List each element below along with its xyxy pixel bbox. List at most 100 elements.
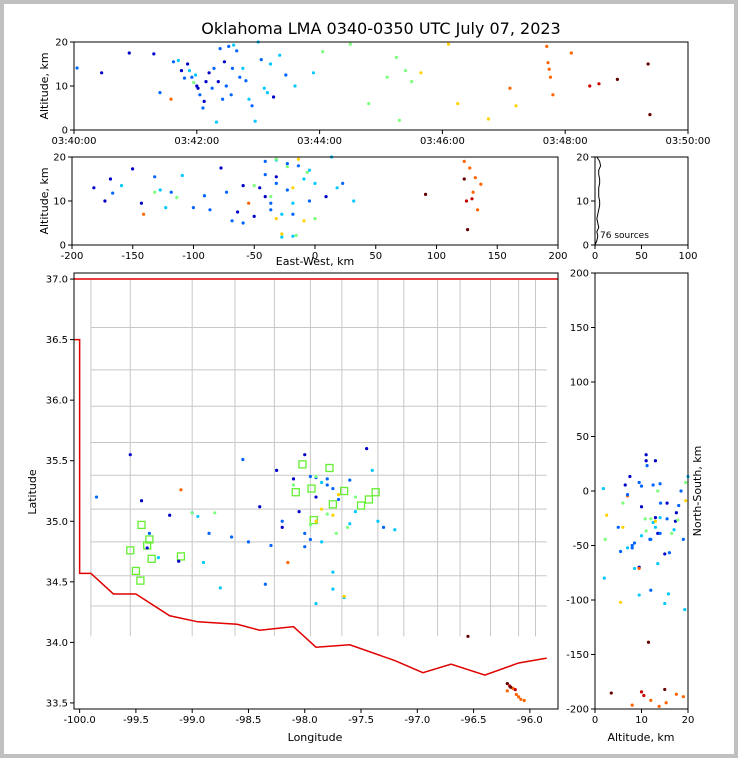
ew-altitude-point	[224, 190, 229, 194]
ns-altitude-point	[651, 483, 655, 487]
time-altitude-point	[410, 80, 414, 84]
ew-altitude-point	[468, 166, 472, 170]
histogram-ytick-label: 10	[576, 197, 589, 208]
ew-altitude-point	[335, 186, 339, 190]
ns-altitude-point	[666, 592, 671, 596]
plan-point	[353, 509, 357, 514]
ns-altitude-panel: 0 10 20 -200 -150 -100 -50 0 50 100 150 200 North-S…	[566, 269, 704, 745]
time-altitude-point	[367, 102, 371, 106]
lma-station	[126, 546, 135, 555]
plan-point	[156, 556, 161, 560]
time-altitude-point	[385, 75, 389, 79]
time-altitude-point	[446, 42, 451, 46]
plan-point	[196, 514, 200, 519]
plan-point	[201, 560, 206, 565]
time-altitude-point	[250, 104, 254, 108]
plan-xtick-label: -99.0	[179, 715, 205, 726]
time-altitude-point	[508, 86, 512, 90]
time-altitude-point	[271, 95, 276, 99]
time-altitude-point	[100, 71, 104, 75]
lma-station	[137, 520, 146, 530]
ns-altitude-point	[605, 513, 609, 517]
plan-point	[177, 559, 181, 563]
time-altitude-point	[241, 66, 245, 70]
plan-point	[308, 474, 312, 479]
plan-point	[314, 474, 318, 479]
ew-altitude-point	[313, 217, 317, 221]
ns-altitude-point	[683, 607, 687, 612]
plan-point	[320, 507, 324, 511]
time-altitude-point	[244, 79, 248, 83]
lma-station	[145, 535, 154, 544]
ns-altitude-point	[649, 588, 653, 592]
plan-xtick-label: -100.0	[64, 715, 96, 726]
plan-point	[179, 488, 183, 492]
plan-point	[246, 540, 251, 544]
ew-altitude-point	[285, 165, 289, 169]
time-altitude-point	[207, 71, 211, 75]
lma-station	[339, 486, 349, 496]
plan-xtick-label: -96.5	[461, 715, 487, 726]
ew-altitude-point	[479, 182, 483, 186]
plan-point	[348, 478, 352, 482]
ew-altitude-ytick-label: 10	[53, 197, 66, 208]
ew-altitude-point	[180, 173, 184, 178]
ew-altitude-point	[296, 157, 301, 161]
ew-altitude-point	[108, 177, 113, 181]
time-altitude-point	[235, 49, 239, 53]
plan-point	[376, 519, 380, 523]
ew-altitude-point	[153, 190, 157, 194]
ew-altitude-point	[352, 199, 356, 203]
plan-point	[381, 525, 386, 529]
ns-altitude-point	[677, 503, 681, 508]
ew-altitude-point	[219, 166, 223, 170]
ew-altitude-point	[473, 176, 477, 180]
time-altitude-point	[284, 73, 288, 77]
plan-point	[303, 531, 307, 535]
plan-point	[393, 528, 397, 532]
ew-altitude-panel: -200 -150 -100 -50 0 50 100 150 200 0 10 20 Altitud…	[38, 153, 568, 269]
time-altitude-panel: 03:40:00 03:42:00 03:44:00 03:46:00 03:48:00…	[38, 38, 710, 148]
time-altitude-point	[247, 97, 251, 101]
time-altitude-point	[214, 120, 219, 124]
ew-altitude-point	[230, 219, 234, 223]
time-altitude-xtick-label: 03:48:00	[543, 136, 588, 147]
time-altitude-point	[218, 47, 222, 51]
ew-altitude-point	[263, 195, 267, 199]
time-altitude-point	[202, 99, 206, 103]
plan-point	[331, 587, 335, 591]
plan-point	[218, 586, 222, 590]
time-altitude-xtick-label: 03:42:00	[174, 136, 219, 147]
ew-altitude-point	[462, 177, 466, 181]
time-altitude-point	[179, 69, 184, 73]
ew-altitude-point	[269, 208, 273, 212]
plan-point	[342, 594, 346, 598]
ew-altitude-point	[313, 181, 317, 185]
time-altitude-point	[348, 42, 352, 46]
plan-point	[509, 685, 513, 689]
plan-point	[269, 543, 273, 548]
ew-altitude-point	[471, 190, 475, 194]
ns-altitude-point	[674, 511, 678, 515]
ns-altitude-point	[670, 531, 674, 535]
ns-altitude-point	[672, 528, 676, 532]
ns-altitude-point	[649, 517, 653, 521]
ew-altitude-point	[263, 173, 267, 177]
plan-point	[336, 497, 341, 502]
ns-altitude-point	[663, 552, 667, 556]
plan-point	[241, 457, 245, 462]
ns-altitude-point	[630, 543, 634, 548]
lma-station	[364, 495, 374, 504]
plan-point	[353, 495, 357, 499]
ns-altitude-point	[665, 517, 669, 521]
time-altitude-point	[212, 66, 216, 70]
ew-altitude-point	[258, 186, 262, 190]
ew-altitude-xtick-label: 50	[369, 251, 382, 262]
time-altitude-point	[615, 77, 619, 81]
time-altitude-point	[185, 62, 190, 66]
plan-ytick-label: 34.0	[46, 638, 68, 649]
ns-altitude-point	[639, 534, 644, 538]
ns-altitude-point	[602, 576, 606, 580]
ew-altitude-point	[462, 159, 466, 163]
ns-altitude-ylabel: North-South, km	[691, 446, 704, 537]
